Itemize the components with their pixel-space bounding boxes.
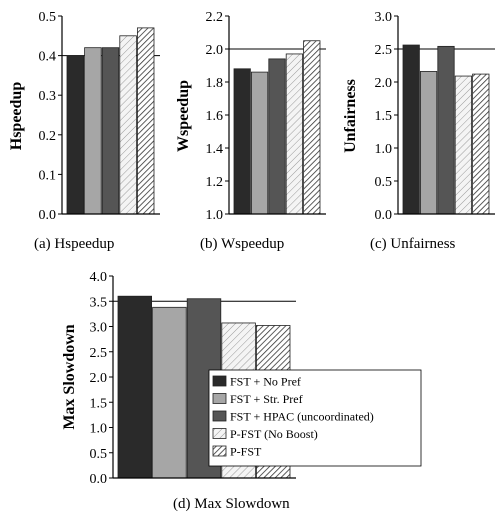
max-slowdown-y-tick-label: 2.5 bbox=[90, 346, 108, 361]
max-slowdown-y-tick-label: 1.0 bbox=[90, 422, 108, 437]
max-slowdown-y-tick-label: 0.5 bbox=[90, 447, 108, 462]
unfairness-bar-p-fst bbox=[472, 73, 490, 215]
unfairness-caption: (c) Unfairness bbox=[370, 236, 456, 252]
unfairness-bar-fst-hpac bbox=[437, 45, 455, 215]
wspeedup-bar-fst-str-pref bbox=[250, 71, 269, 215]
legend-label-fst-hpac: FST + HPAC (uncoordinated) bbox=[230, 410, 374, 424]
max-slowdown-y-tick-label: 3.5 bbox=[90, 295, 108, 310]
hspeedup-y-axis-label: Hspeedup bbox=[8, 82, 25, 151]
max-slowdown-y-tick-label: 4.0 bbox=[90, 270, 108, 285]
hspeedup-bar-fst-str-pref bbox=[84, 47, 102, 215]
unfairness-bar-fst-no-pref bbox=[402, 44, 420, 215]
legend-swatch-fst-hpac bbox=[212, 410, 227, 422]
wspeedup-y-tick-label: 2.2 bbox=[206, 10, 224, 25]
unfairness-y-tick-label: 0.5 bbox=[375, 175, 393, 190]
max-slowdown-y-tick-label: 1.5 bbox=[90, 396, 108, 411]
unfairness-y-axis-label: Unfairness bbox=[342, 79, 359, 153]
max-slowdown-y-tick-label: 0.0 bbox=[90, 472, 108, 487]
unfairness-bar-fst-str-pref bbox=[419, 71, 438, 215]
unfairness-plot-area: 0.0 0.5 1.0 1.5 2.0 2.5 3.0 bbox=[375, 10, 495, 223]
unfairness-y-tick-label: 1.0 bbox=[375, 142, 393, 157]
unfairness-y-tick-label: 3.0 bbox=[375, 10, 393, 25]
wspeedup-bar-p-fst-no-boost bbox=[285, 53, 304, 215]
legend-swatch-p-fst bbox=[212, 445, 227, 457]
hspeedup-bar-p-fst-no-boost bbox=[119, 35, 137, 215]
hspeedup-y-tick-label: 0.4 bbox=[39, 50, 57, 65]
max-slowdown-y-axis-label: Max Slowdown bbox=[61, 324, 78, 429]
legend: FST + No Pref FST + Str. Pref FST + HPAC (… bbox=[208, 369, 422, 467]
hspeedup-bar-p-fst bbox=[136, 27, 155, 215]
hspeedup-bar-fst-no-pref bbox=[66, 55, 85, 215]
wspeedup-bar-p-fst bbox=[303, 40, 321, 215]
legend-swatch-p-fst-no-boost bbox=[212, 428, 227, 439]
unfairness-y-tick-label: 2.5 bbox=[375, 43, 393, 58]
wspeedup-plot-area: 1.0 1.2 1.4 1.6 1.8 2.0 2.2 bbox=[206, 10, 326, 223]
hspeedup-caption: (a) Hspeedup bbox=[34, 236, 114, 252]
chart-panel-unfairness: 0.0 0.5 1.0 1.5 2.0 2.5 3.0 Unfairness (c) Unf… bbox=[342, 10, 495, 252]
hspeedup-bar-fst-hpac bbox=[101, 47, 120, 215]
wspeedup-bar-fst-hpac bbox=[268, 58, 286, 215]
legend-label-fst-no-pref: FST + No Pref bbox=[230, 375, 301, 389]
hspeedup-plot-area: 0.0 0.1 0.2 0.3 0.4 0.5 bbox=[39, 10, 160, 223]
wspeedup-caption: (b) Wspeedup bbox=[200, 236, 284, 252]
wspeedup-y-tick-label: 1.0 bbox=[206, 208, 224, 223]
wspeedup-y-tick-label: 2.0 bbox=[206, 43, 224, 58]
chart-panel-hspeedup: 0.0 0.1 0.2 0.3 0.4 0.5 Hspeedup (a) Hspeedup bbox=[8, 10, 160, 252]
legend-box bbox=[208, 369, 422, 467]
hspeedup-y-tick-label: 0.3 bbox=[39, 89, 57, 104]
max-slowdown-y-tick-label: 3.0 bbox=[90, 321, 108, 336]
max-slowdown-y-tick-label: 2.0 bbox=[90, 371, 108, 386]
wspeedup-y-tick-label: 1.6 bbox=[206, 109, 224, 124]
chart-panel-wspeedup: 1.0 1.2 1.4 1.6 1.8 2.0 2.2 Wspeedup (b) Wspee… bbox=[175, 10, 326, 252]
chart-panel-max-slowdown: 0.0 0.5 1.0 1.5 2.0 2.5 3.0 3.5 4.0 Max Slowdown… bbox=[61, 270, 422, 512]
wspeedup-y-tick-label: 1.8 bbox=[206, 76, 224, 91]
hspeedup-y-tick-label: 0.1 bbox=[39, 168, 57, 183]
wspeedup-y-tick-label: 1.2 bbox=[206, 175, 224, 190]
legend-swatch-fst-no-pref bbox=[212, 375, 227, 387]
max-slowdown-bar-fst-str-pref bbox=[152, 306, 187, 479]
wspeedup-y-axis-label: Wspeedup bbox=[175, 80, 192, 152]
hspeedup-y-tick-label: 0.2 bbox=[39, 129, 57, 144]
wspeedup-bar-fst-no-pref bbox=[233, 68, 251, 215]
max-slowdown-caption: (d) Max Slowdown bbox=[173, 496, 290, 512]
unfairness-y-tick-label: 2.0 bbox=[375, 76, 393, 91]
max-slowdown-bar-fst-no-pref bbox=[117, 295, 152, 479]
legend-swatch-fst-str-pref bbox=[212, 393, 227, 404]
wspeedup-y-tick-label: 1.4 bbox=[206, 142, 224, 157]
legend-label-fst-str-pref: FST + Str. Pref bbox=[230, 392, 303, 406]
unfairness-y-tick-label: 1.5 bbox=[375, 109, 393, 124]
unfairness-y-tick-label: 0.0 bbox=[375, 208, 393, 223]
legend-label-p-fst-no-boost: P-FST (No Boost) bbox=[230, 427, 318, 441]
hspeedup-y-tick-label: 0.0 bbox=[39, 208, 57, 223]
hspeedup-y-tick-label: 0.5 bbox=[39, 10, 57, 25]
legend-label-p-fst: P-FST bbox=[230, 445, 262, 459]
unfairness-bar-p-fst-no-boost bbox=[454, 75, 473, 215]
